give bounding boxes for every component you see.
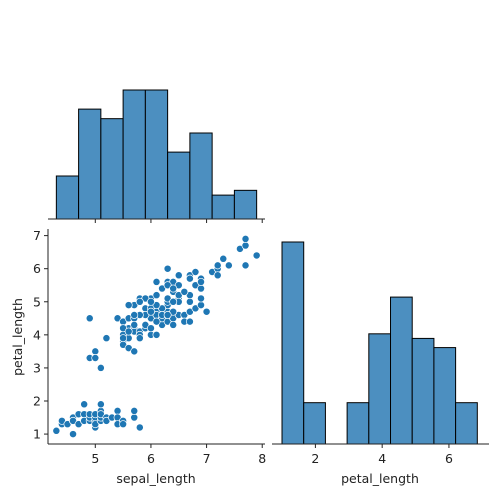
scatter-point (130, 347, 139, 356)
scatter-point (174, 271, 183, 280)
y-tick-label: 7 (33, 228, 41, 243)
scatter-point (185, 274, 194, 283)
histogram-bar (455, 402, 478, 445)
scatter-point (130, 413, 139, 422)
scatter-point (85, 314, 94, 323)
scatter-point (180, 287, 189, 296)
y-tick-label: 4 (33, 327, 41, 342)
scatter-point (91, 347, 100, 356)
scatter-point (80, 400, 89, 409)
histogram-bar (281, 241, 305, 445)
x-axis-label-sepal-length: sepal_length (116, 471, 195, 486)
histogram-bar (211, 194, 235, 220)
scatter-point (197, 294, 205, 303)
x-tick-label: 6 (445, 451, 453, 466)
scatter-point (130, 311, 139, 319)
histogram-bar (144, 89, 169, 220)
scatter-point (197, 301, 205, 310)
scatter-point (124, 301, 133, 310)
x-tick-label: 6 (147, 451, 155, 466)
scatter-point (152, 277, 161, 286)
histogram-bar (368, 333, 392, 445)
scatter-point (185, 297, 194, 306)
scatter-point (169, 320, 178, 329)
scatter-point (197, 284, 205, 293)
scatter-point (52, 426, 61, 435)
histogram-bar (390, 296, 413, 445)
x-tick-label: 5 (91, 451, 99, 466)
petal-length-histogram: 2 4 6 petal_length (272, 241, 489, 486)
scatter-point (96, 400, 105, 409)
sepal-length-histogram-bars (55, 89, 258, 220)
histogram-bar (346, 402, 370, 445)
x-tick-label: 4 (378, 451, 386, 466)
scatter-point (241, 241, 250, 250)
petal-length-histogram-x-ticks: 2 4 6 (311, 444, 453, 466)
x-tick-label: 8 (258, 451, 266, 466)
scatter-point (130, 320, 139, 329)
scatter-point (202, 307, 211, 316)
histogram-bar (411, 337, 435, 445)
scatter-point (185, 317, 194, 326)
scatter-point (124, 327, 133, 336)
scatter-point (113, 406, 122, 415)
scatter-plot: 5 6 7 8 1 2 3 4 5 6 7 sepal_length petal_length (10, 228, 266, 486)
y-tick-label: 6 (33, 261, 41, 276)
sepal-length-histogram (48, 89, 265, 223)
y-tick-label: 2 (33, 394, 41, 409)
scatter-point (213, 261, 222, 270)
scatter-point (146, 324, 155, 333)
histogram-bar (78, 108, 102, 220)
scatter-point (241, 234, 250, 243)
scatter-point (119, 420, 128, 429)
scatter-point (224, 261, 233, 270)
histogram-bar (233, 189, 258, 220)
y-tick-label: 5 (33, 294, 41, 309)
scatter-point (96, 363, 105, 372)
scatter-point (191, 268, 200, 276)
scatter-point (241, 261, 250, 270)
scatter-point (130, 406, 139, 415)
scatter-point (119, 334, 128, 343)
histogram-bar (122, 89, 146, 220)
scatter-point (152, 317, 161, 326)
petal-length-histogram-bars (281, 241, 478, 445)
scatter-x-ticks: 5 6 7 8 (91, 444, 266, 466)
scatter-point (163, 264, 172, 273)
sepal-length-histogram-x-ticks (94, 219, 263, 223)
scatter-points (52, 234, 261, 439)
scatter-point (135, 423, 144, 432)
scatter-point (135, 297, 144, 306)
scatter-point (146, 307, 155, 316)
y-axis-label-petal-length: petal_length (10, 298, 25, 376)
histogram-bar (100, 118, 124, 220)
scatter-point (252, 251, 261, 260)
x-tick-label: 7 (203, 451, 211, 466)
scatter-point (152, 330, 161, 339)
scatter-point (91, 354, 100, 362)
scatter-point (169, 297, 178, 306)
scatter-point (197, 277, 205, 286)
y-tick-label: 3 (33, 360, 41, 375)
scatter-point (213, 271, 222, 280)
scatter-point (69, 430, 77, 439)
histogram-bar (303, 402, 326, 445)
scatter-point (219, 254, 228, 263)
histogram-bar (433, 347, 457, 445)
scatter-point (146, 297, 155, 306)
scatter-point (152, 291, 161, 300)
x-axis-label-petal-length: petal_length (341, 471, 419, 486)
histogram-bar (167, 151, 191, 220)
x-tick-label: 2 (311, 451, 319, 466)
histogram-bar (55, 175, 80, 220)
scatter-point (135, 334, 144, 343)
y-tick-label: 1 (33, 427, 41, 442)
histogram-bar (189, 132, 213, 220)
scatter-point (163, 311, 172, 319)
scatter-point (169, 284, 178, 293)
scatter-y-ticks: 1 2 3 4 5 6 7 (33, 228, 48, 442)
scatter-point (102, 334, 111, 343)
